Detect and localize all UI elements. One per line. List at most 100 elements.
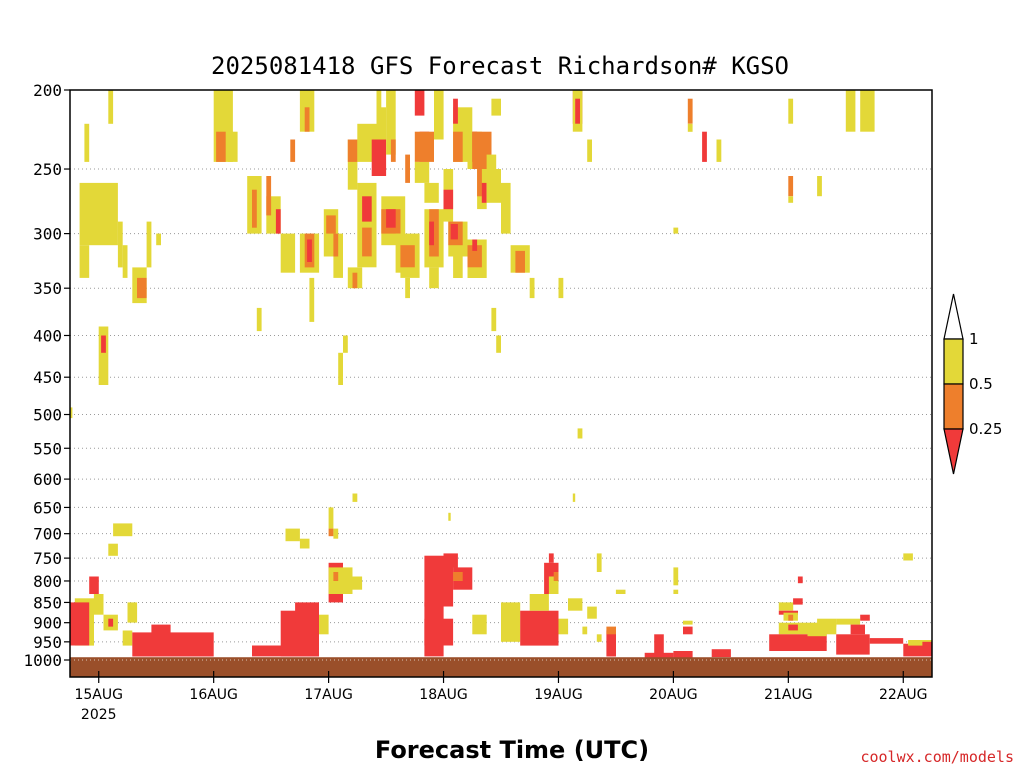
plot-border: [69, 89, 933, 678]
legend-swatch-below-0.25: [943, 428, 964, 475]
x-axis-ticks: 15AUG 2025 16AUG 17AUG 18AUG 19AUG 20AUG 21AUG 2…: [74, 671, 928, 723]
ri-cell: [333, 528, 339, 539]
ri-cell: [414, 90, 425, 116]
ri-cell: [903, 553, 913, 561]
ri-cell: [606, 630, 616, 657]
ri-cell: [84, 123, 90, 162]
ri-cell: [568, 598, 583, 611]
x-tick-label: 15AUG: [74, 687, 123, 703]
ri-cell: [304, 107, 310, 132]
ri-cell: [352, 493, 358, 502]
credit-link[interactable]: coolwx.com/models: [860, 748, 1014, 766]
ri-cell: [414, 131, 434, 162]
ri-cell: [472, 239, 478, 251]
ri-cell: [424, 182, 439, 203]
ri-cell: [453, 98, 458, 124]
ri-cell: [797, 576, 803, 584]
ri-cell: [486, 169, 501, 203]
ri-cell: [501, 182, 511, 234]
ri-cell: [252, 189, 257, 228]
ri-cell: [228, 131, 238, 162]
ri-cell: [615, 589, 626, 594]
ri-cell: [405, 154, 410, 183]
heatmap-cells: [70, 90, 932, 659]
ri-cell: [575, 98, 580, 124]
ri-cell: [558, 618, 569, 635]
ri-cell: [788, 624, 798, 631]
ri-cell: [558, 277, 564, 299]
gridlines: [70, 168, 932, 661]
ri-cell: [450, 224, 458, 240]
ri-cell: [122, 630, 133, 646]
ri-cell: [836, 634, 870, 655]
ri-cell: [491, 307, 497, 332]
ri-cell: [687, 98, 693, 124]
ri-cell: [596, 553, 602, 572]
ri-cell: [122, 245, 128, 278]
ri-cell: [553, 572, 559, 581]
ri-cell: [548, 553, 554, 563]
ri-cell: [333, 572, 339, 581]
y-tick-label: 550: [33, 439, 62, 458]
y-tick-label: 250: [33, 160, 62, 179]
ri-cell: [386, 209, 396, 228]
ri-cell: [548, 576, 559, 594]
ri-cell: [582, 626, 588, 635]
ri-cell: [434, 90, 444, 140]
y-tick-label: 200: [33, 81, 62, 100]
ri-cell: [769, 634, 827, 651]
ri-cell: [788, 196, 794, 203]
ri-cell: [362, 196, 372, 222]
ri-cell: [453, 131, 463, 162]
ri-cell: [788, 614, 794, 621]
surface-fill: [70, 657, 932, 677]
ri-cell: [156, 233, 161, 246]
ri-cell: [79, 245, 90, 278]
ri-cell: [362, 227, 372, 257]
ri-cell: [252, 645, 291, 657]
x-tick-label: 17AUG: [304, 687, 353, 703]
ri-cell: [683, 620, 693, 625]
ri-cell: [491, 98, 501, 116]
ri-cell: [817, 176, 822, 197]
ri-cell: [702, 131, 707, 162]
ri-cell: [788, 176, 794, 197]
ri-cell: [113, 523, 133, 537]
x-tick-label: 21AUG: [764, 687, 813, 703]
legend-swatch-0.25-0.5: [943, 383, 964, 430]
y-tick-label: 500: [33, 406, 62, 425]
y-tick-label: 900: [33, 614, 62, 633]
ri-cell: [481, 182, 487, 203]
ri-cell: [333, 233, 343, 278]
ri-cell: [98, 326, 109, 385]
legend-label: 0.5: [969, 375, 993, 393]
ri-cell: [529, 277, 535, 299]
ri-cell: [496, 335, 501, 353]
ri-cell: [845, 90, 856, 132]
ri-cell: [606, 626, 616, 635]
x-tick-label: 16AUG: [189, 687, 238, 703]
x-tick-label: 18AUG: [419, 687, 468, 703]
ri-cell: [93, 594, 104, 615]
ri-cell: [275, 209, 281, 234]
ri-cell: [711, 649, 731, 658]
ri-cell: [338, 352, 343, 385]
ri-cell: [448, 512, 451, 521]
y-tick-label: 450: [33, 368, 62, 387]
ri-cell: [146, 221, 152, 268]
ri-cell: [683, 626, 693, 635]
y-tick-label: 800: [33, 572, 62, 591]
ri-cell: [673, 227, 679, 234]
y-tick-label: 850: [33, 593, 62, 612]
ri-cell: [501, 602, 521, 642]
ri-cell: [424, 618, 454, 646]
ri-cell: [836, 618, 861, 625]
ri-cell: [453, 572, 463, 581]
ri-cell: [347, 139, 358, 162]
ri-cell: [319, 614, 329, 635]
y-tick-label: 1000: [23, 651, 62, 670]
ri-cell: [376, 107, 387, 140]
ri-cell: [295, 602, 319, 623]
ri-cell: [328, 567, 353, 594]
